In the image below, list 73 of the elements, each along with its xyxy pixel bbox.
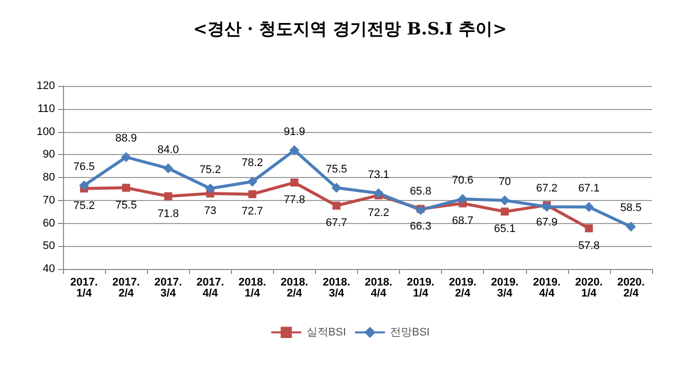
data-label: 58.5 bbox=[620, 202, 642, 214]
x-tick-label: 2019. 2/4 bbox=[448, 276, 476, 300]
x-tick-label: 2018. 1/4 bbox=[238, 276, 266, 300]
data-label: 78.2 bbox=[242, 157, 264, 170]
point bbox=[163, 163, 174, 174]
point bbox=[289, 145, 300, 156]
data-label: 88.9 bbox=[115, 132, 137, 145]
x-tick-label: 2017. 1/4 bbox=[70, 276, 98, 300]
x-tick-label: 2018. 2/4 bbox=[280, 276, 308, 300]
data-label: 67.2 bbox=[536, 182, 558, 194]
point bbox=[331, 182, 342, 193]
data-label: 75.5 bbox=[115, 199, 137, 212]
point bbox=[500, 195, 510, 206]
y-tick-label: 110 bbox=[37, 102, 55, 115]
y-tick-label: 80 bbox=[42, 172, 55, 184]
x-tick-label: 2017. 4/4 bbox=[196, 276, 224, 300]
data-label: 70 bbox=[498, 176, 511, 188]
data-label: 75.2 bbox=[200, 164, 221, 176]
point bbox=[542, 202, 552, 212]
y-tick-label: 50 bbox=[42, 240, 55, 252]
x-tick-label: 2017. 3/4 bbox=[154, 276, 182, 300]
y-tick-label: 100 bbox=[36, 126, 55, 138]
data-label: 68.7 bbox=[452, 214, 474, 227]
legend-label: 전망BSI bbox=[390, 326, 430, 338]
data-label: 77.8 bbox=[284, 194, 306, 206]
legend-label: 실적BSI bbox=[306, 326, 346, 338]
data-label: 73 bbox=[204, 205, 216, 218]
point bbox=[584, 224, 593, 232]
x-tick-label: 2018. 4/4 bbox=[364, 276, 392, 300]
chart-title: <경산 · 청도지역 경기전망 B.S.I 추이> bbox=[193, 20, 507, 40]
data-label: 67.7 bbox=[326, 217, 348, 230]
point bbox=[164, 192, 172, 200]
point bbox=[332, 202, 340, 210]
x-tick-label: 2020. 1/4 bbox=[575, 276, 603, 300]
y-tick-label: 70 bbox=[42, 194, 55, 206]
data-label: 65.1 bbox=[494, 223, 516, 236]
point bbox=[121, 152, 132, 162]
y-tick-label: 60 bbox=[42, 217, 55, 230]
data-label: 91.9 bbox=[284, 126, 306, 138]
x-tick-label: 2020. 2/4 bbox=[617, 276, 645, 300]
data-label: 66.3 bbox=[410, 220, 432, 232]
y-tick-label: 40 bbox=[42, 263, 55, 275]
y-tick-label: 90 bbox=[42, 148, 55, 161]
data-label: 72.7 bbox=[242, 206, 264, 218]
data-label: 57.8 bbox=[578, 240, 600, 252]
data-label: 76.5 bbox=[73, 161, 95, 174]
point bbox=[626, 222, 636, 232]
data-label: 75.2 bbox=[73, 200, 95, 212]
point bbox=[584, 202, 594, 212]
x-tick-label: 2019. 3/4 bbox=[490, 276, 519, 300]
point bbox=[458, 194, 468, 204]
point bbox=[79, 180, 90, 191]
point bbox=[248, 190, 256, 198]
x-tick-label: 2017. 2/4 bbox=[112, 276, 140, 300]
y-tick-label: 120 bbox=[36, 80, 55, 92]
point bbox=[205, 183, 216, 194]
point bbox=[122, 184, 130, 192]
x-tick-label: 2019. 1/4 bbox=[406, 276, 434, 300]
point bbox=[500, 208, 509, 216]
data-label: 71.8 bbox=[157, 208, 179, 220]
point bbox=[290, 178, 298, 187]
data-label: 72.2 bbox=[368, 206, 390, 219]
data-label: 73.1 bbox=[368, 168, 390, 181]
data-label: 67.1 bbox=[578, 182, 600, 195]
x-tick-label: 2019. 4/4 bbox=[533, 276, 561, 300]
data-label: 84.0 bbox=[157, 144, 179, 156]
data-label: 65.8 bbox=[410, 185, 432, 198]
point bbox=[374, 188, 384, 198]
point bbox=[247, 176, 258, 187]
data-label: 75.5 bbox=[326, 163, 348, 176]
x-tick-label: 2018. 3/4 bbox=[322, 276, 350, 300]
data-label: 70.6 bbox=[452, 174, 474, 187]
data-label: 67.9 bbox=[536, 216, 558, 229]
